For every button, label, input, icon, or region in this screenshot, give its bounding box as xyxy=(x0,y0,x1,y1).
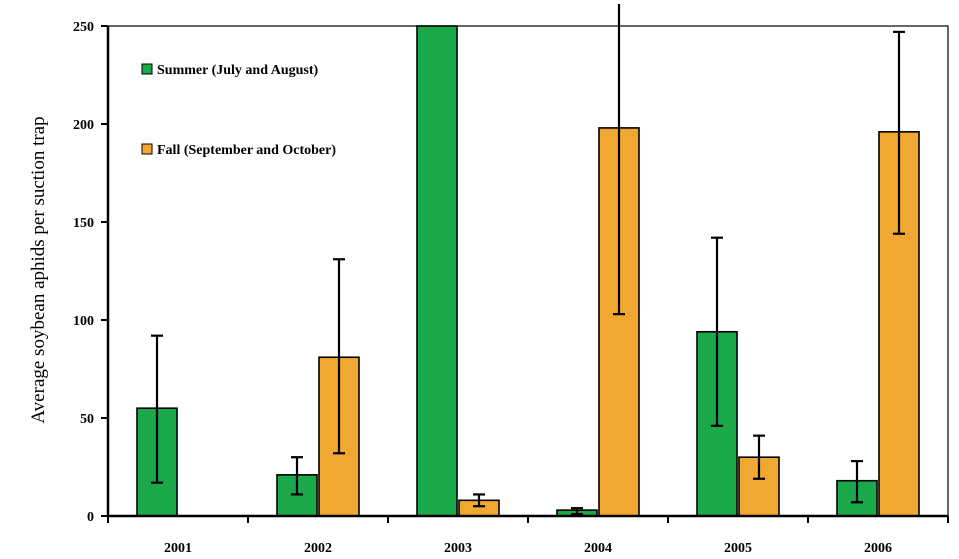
x-tick-label-2002: 2002 xyxy=(304,541,332,556)
error-bar-fall-2004 xyxy=(613,4,625,316)
error-bars-layer xyxy=(151,4,905,516)
error-bar-fall-2002 xyxy=(333,258,345,455)
error-bar-summer-2004 xyxy=(571,507,583,516)
legend-item-summer: Summer (July and August) xyxy=(141,63,319,78)
x-tick-label-2006: 2006 xyxy=(864,541,892,556)
x-tick-label-2003: 2003 xyxy=(444,541,472,556)
x-tick-label-2005: 2005 xyxy=(724,541,752,556)
legend-label: Summer (July and August) xyxy=(157,63,319,78)
error-bar-fall-2005 xyxy=(753,434,765,480)
legend-swatch xyxy=(141,63,153,75)
axes-layer xyxy=(101,25,949,523)
bars-layer xyxy=(136,25,920,517)
legend-swatch xyxy=(141,143,153,155)
error-bar-fall-2006 xyxy=(893,30,905,235)
x-tick-label-2004: 2004 xyxy=(584,541,612,556)
error-bar-summer-2001 xyxy=(151,334,163,484)
y-tick-label-150: 150 xyxy=(73,216,94,231)
legend-label: Fall (September and October) xyxy=(157,143,336,158)
legend: Summer (July and August) Fall (September … xyxy=(141,63,336,158)
y-tick-label-250: 250 xyxy=(73,20,94,35)
x-tick-label-2001: 2001 xyxy=(164,541,192,556)
y-tick-label-0: 0 xyxy=(87,510,94,525)
error-bar-summer-2006 xyxy=(851,460,863,504)
y-axis-title: Average soybean aphids per suction trap xyxy=(28,116,49,423)
tick-labels-layer: 0 50 100 150 200 250 2001 2002 2003 2004 2005 2006 xyxy=(73,20,892,556)
legend-item-fall: Fall (September and October) xyxy=(141,143,336,158)
error-bar-summer-2002 xyxy=(291,456,303,496)
plot-frame xyxy=(107,25,949,517)
y-tick-label-100: 100 xyxy=(73,314,94,329)
y-tick-label-50: 50 xyxy=(80,412,94,427)
error-bar-summer-2005 xyxy=(711,236,723,427)
error-bar-fall-2003 xyxy=(473,493,485,508)
y-tick-label-200: 200 xyxy=(73,118,94,133)
bar-summer-2003 xyxy=(416,25,458,517)
